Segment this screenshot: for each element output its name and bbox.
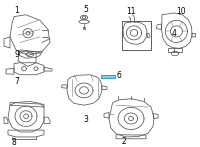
Polygon shape bbox=[101, 75, 115, 78]
Text: 3: 3 bbox=[84, 115, 88, 123]
Text: 4: 4 bbox=[172, 29, 176, 38]
Text: 2: 2 bbox=[122, 137, 126, 146]
Text: 11: 11 bbox=[126, 7, 136, 16]
Text: 10: 10 bbox=[176, 7, 186, 16]
Text: 6: 6 bbox=[117, 71, 121, 80]
Text: 9: 9 bbox=[15, 50, 19, 59]
Text: 8: 8 bbox=[12, 138, 16, 147]
Text: 1: 1 bbox=[15, 6, 19, 15]
Text: 7: 7 bbox=[15, 77, 19, 86]
Bar bbox=[122, 21, 151, 50]
Text: 5: 5 bbox=[84, 5, 88, 14]
